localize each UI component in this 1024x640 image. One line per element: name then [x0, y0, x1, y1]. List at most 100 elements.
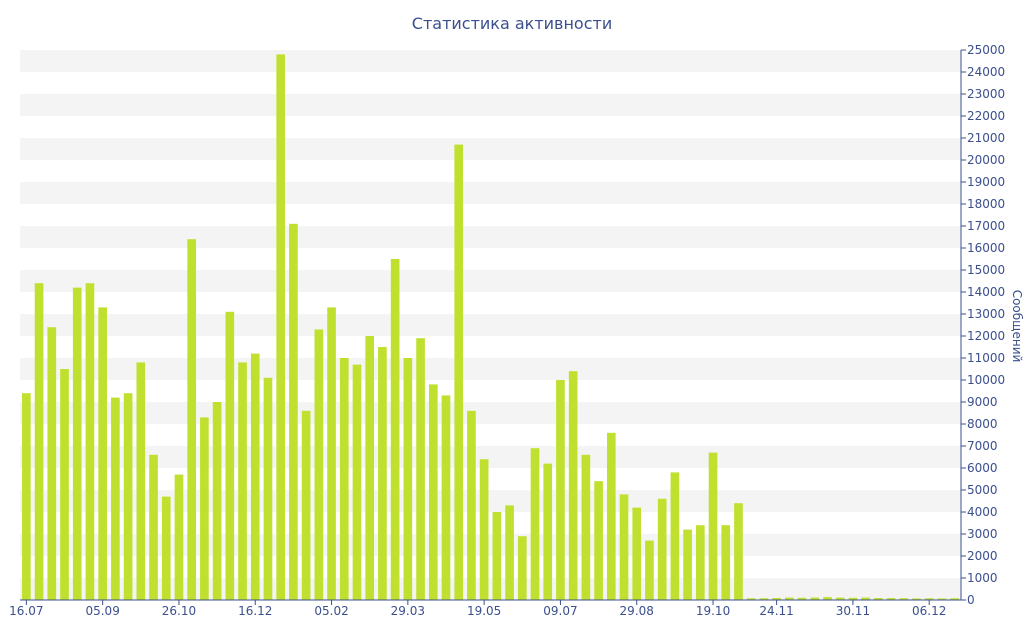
bar[interactable] [530, 448, 540, 600]
y-tick-label: 7000 [967, 439, 998, 453]
bar[interactable] [238, 362, 247, 600]
grid-band [20, 490, 961, 512]
bar[interactable] [924, 598, 934, 600]
bar[interactable] [632, 507, 642, 600]
bar[interactable] [416, 338, 425, 600]
bar[interactable] [161, 496, 171, 600]
bar[interactable] [149, 454, 158, 600]
grid-band [20, 50, 961, 72]
x-tick-label: 05.09 [85, 604, 119, 618]
bar[interactable] [85, 283, 95, 600]
bar[interactable] [606, 432, 616, 600]
y-tick-label: 0 [967, 593, 975, 607]
bar[interactable] [365, 336, 375, 600]
bar[interactable] [810, 597, 820, 600]
bar[interactable] [785, 597, 794, 600]
bar[interactable] [912, 598, 921, 600]
x-tick-label: 29.08 [620, 604, 654, 618]
x-tick-label: 06.12 [912, 604, 946, 618]
bar[interactable] [492, 512, 502, 600]
bar[interactable] [467, 410, 476, 600]
bar[interactable] [874, 598, 883, 600]
x-tick-label: 24.11 [759, 604, 793, 618]
bar[interactable] [22, 393, 31, 600]
bar[interactable] [708, 452, 718, 600]
x-tick-label: 05.02 [314, 604, 348, 618]
bar[interactable] [289, 223, 298, 601]
bar[interactable] [899, 598, 909, 600]
bar[interactable] [581, 454, 591, 600]
bar[interactable] [390, 259, 400, 600]
bar[interactable] [568, 371, 578, 600]
bar[interactable] [123, 393, 133, 600]
bar[interactable] [517, 536, 527, 600]
bar[interactable] [835, 597, 845, 600]
y-tick-label: 21000 [967, 131, 1005, 145]
bar[interactable] [848, 597, 858, 600]
grid-band [20, 358, 961, 380]
y-tick-label: 23000 [967, 87, 1005, 101]
y-tick-label: 24000 [967, 65, 1005, 79]
bar[interactable] [594, 481, 603, 600]
y-tick-label: 19000 [967, 175, 1005, 189]
bar[interactable] [886, 598, 896, 600]
y-tick-label: 18000 [967, 197, 1005, 211]
bar[interactable] [301, 410, 311, 600]
bar[interactable] [759, 598, 769, 600]
y-tick-label: 25000 [967, 43, 1005, 57]
bar[interactable] [823, 597, 832, 600]
bar[interactable] [136, 362, 146, 600]
bar[interactable] [276, 54, 286, 600]
bar[interactable] [505, 505, 514, 600]
bar[interactable] [187, 239, 196, 600]
bar[interactable] [734, 503, 743, 600]
x-tick-label: 19.10 [696, 604, 730, 618]
bar[interactable] [111, 397, 120, 600]
bar[interactable] [746, 598, 756, 600]
bar[interactable] [34, 283, 44, 600]
bar[interactable] [670, 472, 680, 600]
y-tick-label: 4000 [967, 505, 998, 519]
bar[interactable] [861, 597, 870, 600]
bar[interactable] [263, 377, 273, 600]
bar[interactable] [250, 353, 260, 600]
bar[interactable] [200, 417, 209, 600]
bar[interactable] [454, 144, 464, 600]
bar[interactable] [683, 529, 692, 600]
bar[interactable] [174, 474, 184, 600]
bar[interactable] [619, 494, 629, 600]
bar[interactable] [441, 395, 451, 600]
bar[interactable] [645, 540, 654, 600]
bar[interactable] [556, 380, 565, 600]
bar[interactable] [352, 364, 362, 600]
bar[interactable] [98, 307, 107, 600]
bar[interactable] [327, 307, 336, 600]
bar[interactable] [479, 459, 489, 600]
bar[interactable] [225, 311, 235, 600]
bar[interactable] [950, 598, 959, 600]
bar[interactable] [72, 287, 82, 600]
bar[interactable] [797, 597, 807, 600]
bar[interactable] [772, 598, 781, 600]
bar[interactable] [47, 327, 57, 600]
bar[interactable] [339, 358, 349, 600]
bar[interactable] [937, 598, 947, 600]
bar[interactable] [403, 358, 413, 600]
bar[interactable] [657, 498, 667, 600]
bar[interactable] [543, 463, 553, 600]
y-tick-label: 12000 [967, 329, 1005, 343]
bar[interactable] [695, 525, 705, 600]
y-tick-label: 11000 [967, 351, 1005, 365]
bar[interactable] [60, 369, 69, 600]
y-tick-label: 17000 [967, 219, 1005, 233]
bar[interactable] [721, 525, 731, 600]
grid-band [20, 226, 961, 248]
bar[interactable] [314, 329, 324, 600]
x-tick-label: 16.07 [9, 604, 43, 618]
bar[interactable] [428, 384, 438, 600]
grid-band [20, 270, 961, 292]
x-tick-label: 19.05 [467, 604, 501, 618]
bar[interactable] [378, 347, 387, 600]
bar[interactable] [212, 402, 222, 600]
